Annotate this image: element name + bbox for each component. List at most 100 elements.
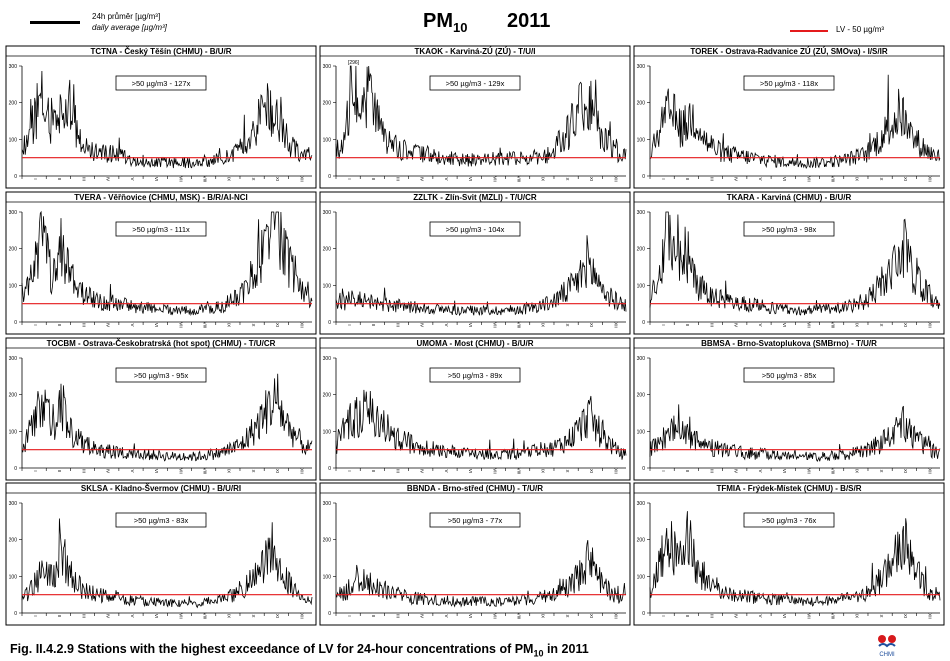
y-tick-label: 0 [328, 611, 331, 617]
panel-title: BBNDA - Brno-střed (CHMU) - T/U/R [407, 484, 543, 493]
x-tick-label: III [81, 469, 86, 473]
x-tick-label: II [685, 324, 690, 327]
x-tick-label: III [709, 323, 714, 327]
y-tick-label: 100 [9, 574, 18, 580]
y-tick-label: 300 [637, 64, 646, 70]
x-tick-label: XI [275, 614, 280, 618]
x-tick-label: IV [420, 323, 425, 327]
x-tick-label: IX [227, 177, 232, 181]
x-tick-label: XI [903, 323, 908, 327]
exceedance-label: >50 µg/m3 - 98x [762, 225, 817, 234]
x-tick-label: VII [492, 468, 497, 474]
x-tick-label: I [347, 615, 352, 616]
exceedance-box [429, 367, 521, 383]
x-tick-label: X [565, 177, 570, 180]
y-tick-label: 0 [642, 611, 645, 617]
exceedance-box [115, 367, 207, 383]
x-tick-label: I [33, 470, 38, 471]
caption-prefix: Fig. II.4.2.9 Stations with the highest … [10, 642, 534, 656]
y-tick-label: 0 [14, 466, 17, 472]
y-tick-label: 200 [323, 101, 332, 107]
y-tick-label: 100 [9, 429, 18, 435]
exceedance-box [115, 221, 207, 237]
x-tick-label: VI [782, 177, 787, 181]
x-tick-label: IX [227, 469, 232, 473]
panel-frame [5, 482, 317, 626]
legend-red-line [790, 30, 828, 32]
x-tick-label: XII [613, 322, 618, 328]
exceedance-label: >50 µg/m3 - 83x [134, 516, 189, 525]
x-tick-label: IV [734, 323, 739, 327]
x-tick-label: V [444, 323, 449, 326]
y-tick-label: 300 [637, 501, 646, 507]
x-tick-label: I [347, 470, 352, 471]
x-tick-label: VI [468, 614, 473, 618]
x-tick-label: VII [178, 613, 183, 619]
panel-title: ZZLTK - Zlín-Svit (MZLI) - T/U/CR [413, 193, 537, 202]
x-tick-label: VIII [830, 176, 835, 183]
x-tick-label: I [347, 324, 352, 325]
station-panel: BBNDA - Brno-střed (CHMU) - T/U/R 0 100 200… [319, 482, 631, 626]
x-tick-label: VII [492, 322, 497, 328]
exceedance-box [743, 367, 835, 383]
x-tick-label: VI [782, 469, 787, 473]
x-tick-label: IV [734, 469, 739, 473]
x-tick-label: IV [106, 177, 111, 181]
exceedance-box [429, 75, 521, 91]
x-tick-label: XII [927, 468, 932, 474]
x-tick-label: V [130, 323, 135, 326]
x-tick-label: XII [299, 613, 304, 619]
x-tick-label: I [661, 470, 666, 471]
x-tick-label: XI [589, 177, 594, 181]
x-tick-label: IX [855, 323, 860, 327]
x-tick-label: X [879, 469, 884, 472]
y-tick-label: 200 [637, 247, 646, 253]
x-tick-label: II [371, 470, 376, 473]
exceedance-label: >50 µg/m3 - 129x [446, 79, 505, 88]
x-tick-label: III [81, 177, 86, 181]
legend-black-line [30, 21, 80, 24]
x-tick-label: XI [275, 469, 280, 473]
panel-title: TOREK - Ostrava-Radvanice ZÚ (ZÚ, SMOva)… [690, 47, 887, 56]
x-tick-label: VI [468, 469, 473, 473]
panel-frame [633, 191, 945, 335]
y-tick-label: 100 [637, 574, 646, 580]
x-tick-label: VII [806, 613, 811, 619]
x-tick-label: IV [420, 177, 425, 181]
x-tick-label: X [879, 614, 884, 617]
x-tick-label: III [709, 177, 714, 181]
x-tick-label: V [444, 469, 449, 472]
x-tick-label: VII [806, 468, 811, 474]
daily-series [335, 65, 627, 167]
panel-frame [319, 482, 631, 626]
x-tick-label: X [565, 469, 570, 472]
x-tick-label: I [33, 178, 38, 179]
x-tick-label: II [57, 324, 62, 327]
y-tick-label: 200 [637, 101, 646, 107]
x-tick-label: II [371, 178, 376, 181]
x-tick-label: IX [855, 177, 860, 181]
figure-caption: Fig. II.4.2.9 Stations with the highest … [10, 642, 589, 659]
panel-title: TKARA - Karviná (CHMU) - B/U/R [727, 193, 852, 202]
y-tick-label: 200 [323, 393, 332, 399]
daily-series [649, 404, 941, 462]
daily-series [335, 235, 627, 317]
x-tick-label: II [57, 615, 62, 618]
x-tick-label: II [57, 178, 62, 181]
y-tick-label: 300 [9, 64, 18, 70]
x-tick-label: XI [589, 323, 594, 327]
x-tick-label: VIII [202, 468, 207, 475]
caption-subscript: 10 [533, 648, 544, 659]
x-tick-label: III [395, 469, 400, 473]
x-tick-label: IV [106, 469, 111, 473]
x-tick-label: XI [903, 469, 908, 473]
x-tick-label: VI [782, 323, 787, 327]
x-tick-label: XII [927, 176, 932, 182]
x-tick-label: V [130, 469, 135, 472]
x-tick-label: I [661, 615, 666, 616]
x-tick-label: IX [541, 614, 546, 618]
x-tick-label: XII [299, 176, 304, 182]
y-tick-label: 0 [328, 320, 331, 326]
x-tick-label: VI [154, 614, 159, 618]
